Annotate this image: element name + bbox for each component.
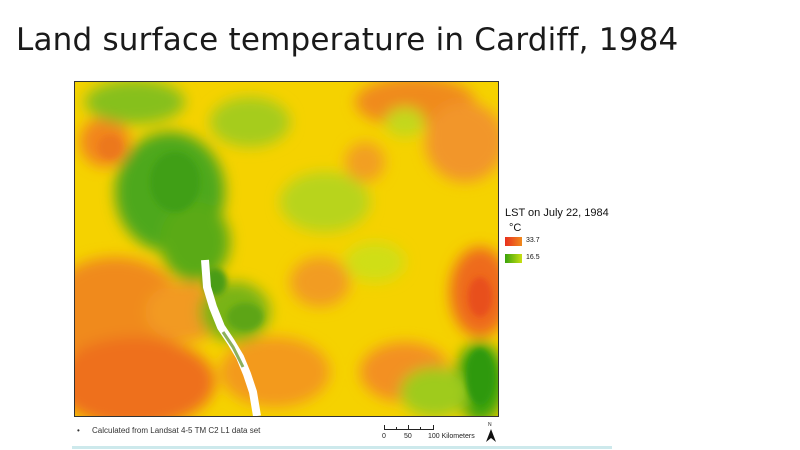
legend-title: LST on July 22, 1984 [505,207,609,219]
scale-bar-line [384,425,434,430]
scale-tick-mid [408,425,409,430]
north-arrow: N [484,422,498,444]
legend-high-swatch [505,237,522,246]
lst-raster [75,82,498,416]
footer-rule [72,446,612,449]
north-arrow-icon [486,429,496,442]
scale-label-50: 50 [404,433,412,440]
map-legend: LST on July 22, 1984 °C 33.7 16.5 [505,207,609,273]
scale-label-0: 0 [382,433,386,440]
legend-high-label: 33.7 [526,237,540,244]
legend-low-label: 16.5 [526,254,540,261]
legend-low-row: 16.5 [505,253,609,273]
north-letter: N [488,422,492,428]
lst-patches [75,82,498,416]
scale-label-100: 100 Kilometers [428,433,475,440]
legend-unit: °C [509,222,522,234]
source-note: • Calculated from Landsat 4-5 TM C2 L1 da… [77,426,260,435]
scale-tick [396,427,397,430]
legend-low-swatch [505,254,522,263]
source-note-text: Calculated from Landsat 4-5 TM C2 L1 dat… [92,426,261,435]
bullet-icon: • [77,426,80,435]
scale-tick [420,427,421,430]
temperature-map [74,81,499,417]
scale-bar: 0 50 100 Kilometers [380,424,480,444]
slide-title: Land surface temperature in Cardiff, 198… [16,22,679,58]
legend-high-row: 33.7 [505,236,609,256]
